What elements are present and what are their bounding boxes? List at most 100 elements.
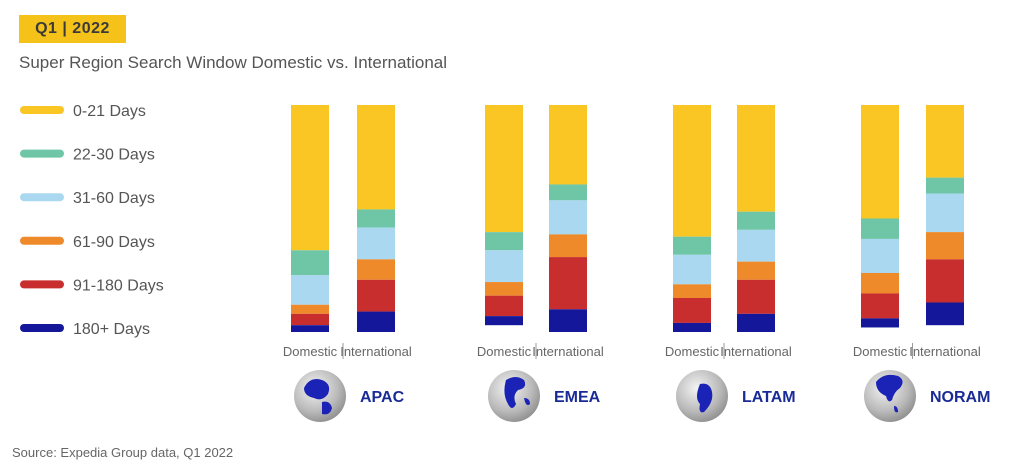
segment-22-30-days [291, 250, 329, 276]
region-latam: LATAM [676, 370, 796, 422]
region-label: LATAM [742, 389, 796, 406]
segment-31-60-days [485, 250, 523, 283]
segment-91-180-days [673, 297, 711, 323]
globe-icon [294, 370, 346, 422]
region-apac: APAC [294, 370, 405, 422]
segment-31-60-days [861, 238, 899, 273]
legend-swatch [20, 106, 64, 114]
bar-label-international: International [532, 344, 604, 359]
segment-61-90-days [549, 234, 587, 258]
segment-91-180-days [926, 259, 964, 303]
legend-item-91-180-days: 91-180 Days [20, 277, 164, 294]
segment-22-30-days [673, 236, 711, 255]
bar-label-domestic: Domestic [283, 344, 338, 359]
source-note: Source: Expedia Group data, Q1 2022 [12, 445, 234, 460]
segment-91-180-days [485, 295, 523, 317]
region-emea: EMEA [488, 370, 601, 422]
segment-91-180-days [291, 313, 329, 326]
bar-noram-domestic [861, 105, 899, 328]
segment-180-days [926, 302, 964, 326]
legend-label: 22-30 Days [73, 147, 155, 164]
legend-label: 91-180 Days [73, 277, 164, 294]
legend-label: 0-21 Days [73, 103, 146, 120]
legend-swatch [20, 280, 64, 289]
legend-item-0-21-days: 0-21 Days [20, 103, 146, 120]
globe-icon [488, 370, 540, 422]
segment-180-days [485, 316, 523, 326]
segment-22-30-days [549, 184, 587, 201]
legend-swatch [20, 236, 64, 245]
region-label: EMEA [554, 389, 601, 406]
bar-label-domestic: Domestic [853, 344, 908, 359]
segment-0-21-days [291, 105, 329, 251]
segment-61-90-days [291, 304, 329, 314]
region-noram: NORAM [864, 370, 990, 422]
segment-31-60-days [549, 200, 587, 235]
legend-label: 180+ Days [73, 321, 150, 338]
globe-icon [864, 370, 916, 422]
segment-22-30-days [926, 177, 964, 194]
segment-180-days [737, 313, 775, 332]
segment-61-90-days [673, 284, 711, 298]
segment-31-60-days [737, 229, 775, 262]
bar-latam-international [737, 105, 775, 332]
segment-61-90-days [737, 261, 775, 280]
legend-swatch [20, 324, 64, 332]
segment-22-30-days [861, 218, 899, 239]
segment-0-21-days [673, 105, 711, 237]
segment-180-days [291, 325, 329, 332]
segment-180-days [357, 311, 395, 332]
legend-swatch [20, 193, 64, 202]
segment-180-days [549, 309, 587, 332]
segment-91-180-days [861, 293, 899, 319]
bar-label-domestic: Domestic [665, 344, 720, 359]
legend-item-61-90-days: 61-90 Days [20, 234, 155, 251]
period-badge: Q1 | 2022 [19, 15, 126, 43]
legend-label: 61-90 Days [73, 234, 155, 251]
chart-subtitle: Super Region Search Window Domestic vs. … [19, 53, 448, 72]
legend-item-22-30-days: 22-30 Days [20, 147, 155, 164]
segment-22-30-days [357, 209, 395, 228]
segment-61-90-days [926, 232, 964, 260]
bar-apac-international [357, 105, 395, 332]
bar-label-international: International [340, 344, 412, 359]
bar-latam-domestic [673, 105, 711, 332]
segment-0-21-days [737, 105, 775, 212]
legend-item-180-days: 180+ Days [20, 321, 150, 338]
segment-91-180-days [357, 279, 395, 312]
bar-emea-domestic [485, 105, 523, 326]
globe-icon [676, 370, 728, 422]
segment-61-90-days [485, 282, 523, 296]
bar-label-international: International [909, 344, 981, 359]
bar-label-international: International [720, 344, 792, 359]
segment-0-21-days [861, 105, 899, 219]
segment-31-60-days [357, 227, 395, 260]
segment-31-60-days [291, 275, 329, 305]
segment-0-21-days [926, 105, 964, 178]
segment-0-21-days [485, 105, 523, 233]
regions: APAC EMEA LATAM NORAM [294, 370, 990, 422]
bar-labels: Domestic International Domestic Internation… [283, 343, 981, 359]
bars [291, 105, 964, 332]
legend: 0-21 Days 22-30 Days 31-60 Days 61-90 Days 9… [20, 103, 164, 338]
segment-61-90-days [861, 272, 899, 294]
segment-22-30-days [737, 211, 775, 230]
bar-label-domestic: Domestic [477, 344, 532, 359]
legend-label: 31-60 Days [73, 190, 155, 207]
segment-0-21-days [549, 105, 587, 185]
segment-22-30-days [485, 232, 523, 251]
segment-180-days [673, 322, 711, 332]
legend-item-31-60-days: 31-60 Days [20, 190, 155, 207]
segment-0-21-days [357, 105, 395, 210]
bar-noram-international [926, 105, 964, 326]
segment-31-60-days [673, 254, 711, 285]
segment-31-60-days [926, 193, 964, 233]
segment-91-180-days [549, 257, 587, 310]
region-label: NORAM [930, 389, 990, 406]
segment-91-180-days [737, 279, 775, 314]
segment-61-90-days [357, 259, 395, 280]
segment-180-days [861, 318, 899, 328]
legend-swatch [20, 149, 64, 158]
bar-emea-international [549, 105, 587, 332]
